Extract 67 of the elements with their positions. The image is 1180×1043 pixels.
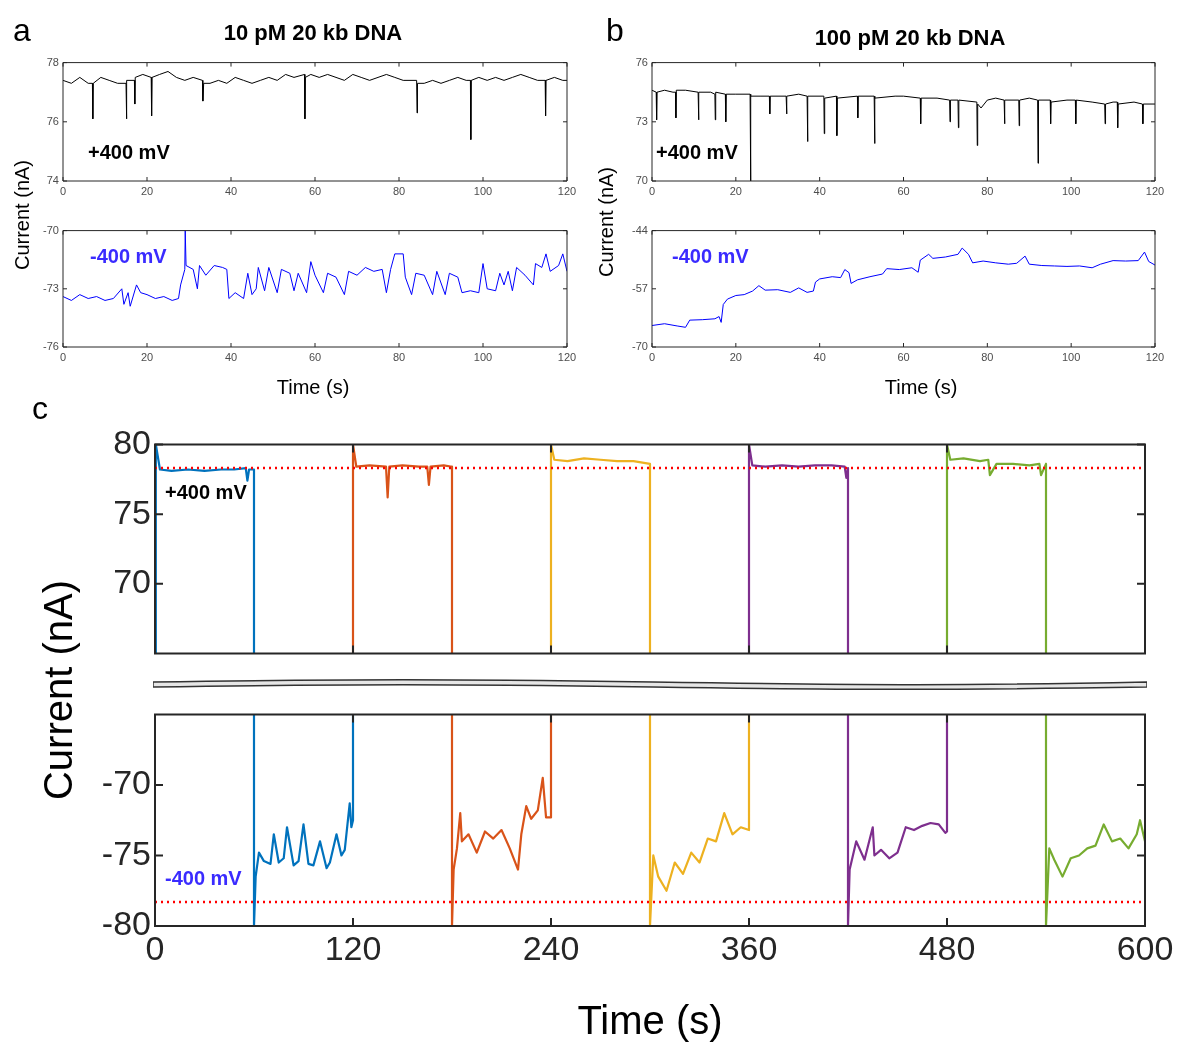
x-tick-label: 120 (557, 184, 577, 197)
x-axis-title: Time (s) (577, 998, 723, 1042)
x-axis-title: Time (s) (884, 376, 958, 398)
x-tick-label: 60 (308, 184, 322, 197)
x-tick-label: 20 (140, 350, 154, 363)
x-tick-label: 0 (59, 350, 67, 363)
x-tick-label: 120 (324, 928, 382, 967)
x-tick-label: 40 (224, 184, 238, 197)
y-tick-label: 78 (46, 55, 59, 68)
annotation: -400 mV (90, 245, 167, 267)
x-tick-label: 240 (522, 928, 580, 967)
x-tick-label: 100 (473, 350, 493, 363)
y-tick-label: 70 (635, 174, 648, 187)
y-tick-label: 75 (113, 492, 151, 531)
x-tick-label: 0 (648, 184, 656, 197)
y-tick-label: 76 (46, 114, 59, 127)
x-tick-label: 360 (720, 928, 778, 967)
y-tick-label: 80 (113, 422, 151, 461)
x-tick-label: 100 (1061, 350, 1081, 363)
y-tick-label: -76 (43, 340, 59, 353)
y-tick-label: 76 (635, 55, 648, 68)
x-tick-label: 120 (1145, 350, 1165, 363)
x-tick-label: 60 (897, 350, 910, 363)
annotation: +400 mV (88, 141, 170, 163)
y-axis-title: Current (nA) (595, 166, 617, 278)
x-tick-label: 80 (392, 350, 406, 363)
annotation: -400 mV (165, 867, 242, 889)
x-tick-label: 0 (648, 350, 656, 363)
y-axis-title: Current (nA) (36, 579, 80, 801)
x-tick-label: 20 (729, 350, 742, 363)
x-tick-label: 80 (981, 184, 994, 197)
y-tick-label: 73 (635, 114, 648, 127)
y-tick-label: -44 (632, 223, 648, 236)
y-tick-label: -70 (632, 340, 648, 353)
annotation: +400 mV (165, 481, 247, 503)
x-tick-label: 20 (729, 184, 742, 197)
y-tick-label: 70 (113, 562, 151, 601)
x-tick-label: 480 (918, 928, 976, 967)
y-tick-label: -70 (43, 223, 59, 236)
y-tick-label: -70 (101, 763, 151, 802)
y-tick-label: -57 (632, 281, 648, 294)
x-tick-label: 100 (1061, 184, 1081, 197)
text: c (32, 390, 48, 426)
y-tick-label: -73 (43, 281, 59, 294)
y-axis-title: Current (nA) (11, 159, 33, 271)
text: a (13, 12, 31, 48)
annotation: -400 mV (672, 245, 749, 267)
x-tick-label: 80 (392, 184, 406, 197)
x-tick-label: 20 (140, 184, 154, 197)
x-tick-label: 40 (813, 350, 826, 363)
y-tick-label: -75 (101, 833, 151, 872)
x-tick-label: 40 (224, 350, 238, 363)
x-tick-label: 600 (1116, 928, 1174, 967)
x-tick-label: 120 (1145, 184, 1165, 197)
x-tick-label: 40 (813, 184, 826, 197)
annotation: +400 mV (656, 141, 738, 163)
y-tick-label: 74 (46, 174, 59, 187)
chart-title: 100 pM 20 kb DNA (814, 25, 1006, 50)
text: b (606, 12, 624, 48)
x-tick-label: 0 (59, 184, 67, 197)
x-tick-label: 60 (897, 184, 910, 197)
chart-title: 10 pM 20 kb DNA (223, 20, 403, 45)
x-tick-label: 80 (981, 350, 994, 363)
x-axis-title: Time (s) (276, 376, 350, 398)
x-tick-label: 60 (308, 350, 322, 363)
x-tick-label: 120 (557, 350, 577, 363)
x-tick-label: 100 (473, 184, 493, 197)
